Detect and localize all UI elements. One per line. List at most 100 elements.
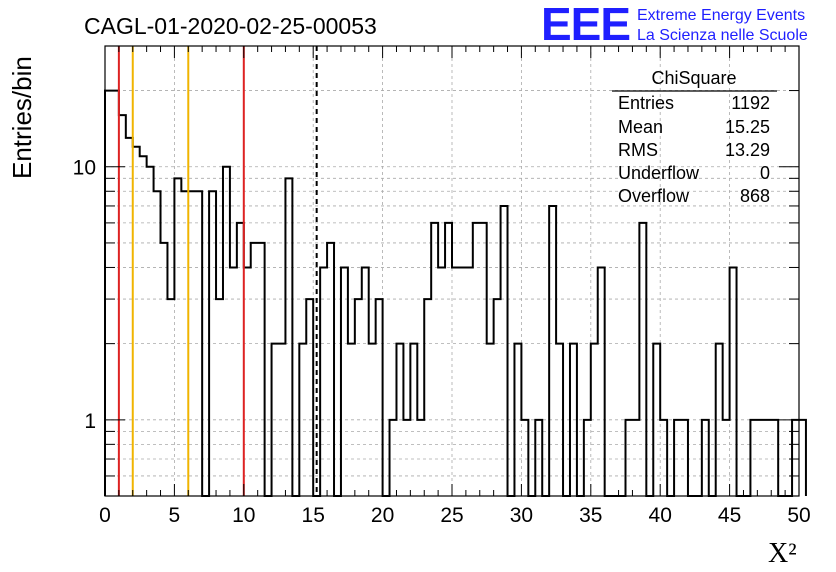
- histogram-bin: [764, 420, 771, 496]
- histogram-bin: [501, 206, 508, 496]
- histogram-bin: [473, 223, 480, 496]
- histogram-bin: [591, 344, 598, 496]
- x-tick-label: 35: [579, 504, 602, 527]
- histogram-bin: [674, 420, 681, 496]
- histogram-bin: [716, 344, 723, 496]
- histogram-bin: [244, 267, 251, 496]
- histogram-bin: [723, 420, 730, 496]
- eee-logo: EEE Extreme Energy Events La Scienza nel…: [541, 0, 808, 50]
- y-tick-label: 1: [84, 410, 96, 433]
- histogram-bin: [445, 223, 452, 496]
- histogram-bin: [556, 344, 563, 496]
- stats-value-overflow: 868: [740, 186, 770, 206]
- histogram-bin: [327, 243, 334, 496]
- histogram-bin: [188, 191, 195, 496]
- histogram-bin: [126, 138, 133, 496]
- stats-label-mean: Mean: [618, 117, 663, 137]
- x-tick-label: 15: [302, 504, 325, 527]
- histogram-bin: [279, 344, 286, 496]
- histogram-bin: [355, 299, 362, 496]
- histogram-bin: [459, 267, 466, 496]
- histogram-bin: [390, 420, 397, 496]
- histogram-bin: [348, 344, 355, 496]
- histogram-bin: [681, 420, 688, 496]
- histogram-bin: [730, 267, 737, 496]
- histogram-bin: [154, 191, 161, 496]
- histogram-bin: [174, 178, 181, 496]
- x-tick-label: 0: [99, 504, 111, 527]
- histogram-bin: [757, 420, 764, 496]
- histogram-bin: [514, 344, 521, 496]
- x-tick-label: 40: [649, 504, 672, 527]
- x-tick-label: 20: [371, 504, 394, 527]
- histogram-bin: [195, 191, 202, 496]
- histogram-bin: [424, 299, 431, 496]
- histogram-bin: [376, 299, 383, 496]
- histogram-bin: [112, 91, 119, 496]
- histogram-bin: [494, 299, 501, 496]
- histogram-bin: [487, 344, 494, 496]
- histogram-bin: [632, 420, 639, 496]
- histogram-bin: [167, 299, 174, 496]
- stats-value-entries: 1192: [731, 93, 770, 113]
- stats-box: ChiSquare Entries 1192 Mean 15.25 RMS 13…: [612, 68, 777, 206]
- histogram-bin: [147, 167, 154, 496]
- histogram-bin: [223, 167, 230, 496]
- histogram-bin: [771, 420, 778, 496]
- axis-ticks: 0 5 10 15 20 25 30 35 40 45 50 1 10: [73, 45, 811, 527]
- histogram-outline: [104, 89, 807, 497]
- histogram-bars: [104, 89, 807, 497]
- histogram-bin: [410, 344, 417, 496]
- logo-mark: EEE: [541, 0, 630, 50]
- stats-value-underflow: 0: [760, 163, 770, 183]
- histogram-bin: [369, 344, 376, 496]
- histogram-bin: [396, 344, 403, 496]
- histogram-bin: [216, 299, 223, 496]
- x-tick-label: 25: [440, 504, 463, 527]
- stats-label-rms: RMS: [618, 140, 658, 160]
- histogram-bin: [431, 223, 438, 496]
- histogram-bin: [251, 243, 258, 496]
- histogram-bin: [480, 223, 487, 496]
- histogram-bin: [209, 191, 216, 496]
- stats-value-mean: 15.25: [725, 117, 770, 137]
- stats-label-entries: Entries: [618, 93, 674, 113]
- histogram-bin: [105, 91, 112, 496]
- chart-title: CAGL-01-2020-02-25-00053: [84, 13, 377, 39]
- histogram-bin: [362, 267, 369, 496]
- stats-label-underflow: Underflow: [618, 163, 700, 183]
- stats-value-rms: 13.29: [725, 140, 770, 160]
- histogram-bin: [598, 267, 605, 496]
- histogram-bin: [140, 156, 147, 496]
- histogram-bin: [702, 420, 709, 496]
- histogram-bin: [750, 420, 757, 496]
- histogram-bin: [272, 344, 279, 496]
- histogram-bin: [417, 420, 424, 496]
- logo-line-1: Extreme Energy Events: [637, 7, 805, 24]
- x-tick-label: 45: [718, 504, 741, 527]
- histogram-bin: [452, 267, 459, 496]
- x-axis-label: X²: [768, 538, 797, 569]
- y-tick-label: 10: [73, 157, 96, 180]
- histogram-bin: [237, 223, 244, 496]
- histogram-bin: [570, 344, 577, 496]
- x-tick-label: 10: [232, 504, 255, 527]
- histogram-bin: [639, 223, 646, 496]
- y-axis-label: Entries/bin: [7, 56, 37, 179]
- stats-label-overflow: Overflow: [618, 186, 690, 206]
- histogram-bin: [584, 420, 591, 496]
- histogram-bin: [549, 206, 556, 496]
- histogram-bin: [660, 420, 667, 496]
- histogram-bin: [799, 420, 806, 496]
- histogram-bin: [403, 420, 410, 496]
- histogram-bin: [438, 267, 445, 496]
- histogram-bin: [119, 115, 126, 496]
- x-tick-label: 30: [510, 504, 533, 527]
- histogram-bin: [306, 299, 313, 496]
- reference-lines: [117, 46, 318, 496]
- histogram-bin: [466, 267, 473, 496]
- histogram-bin: [653, 344, 660, 496]
- histogram-bin: [535, 420, 542, 496]
- histogram-bin: [285, 178, 292, 496]
- histogram-bin: [626, 420, 633, 496]
